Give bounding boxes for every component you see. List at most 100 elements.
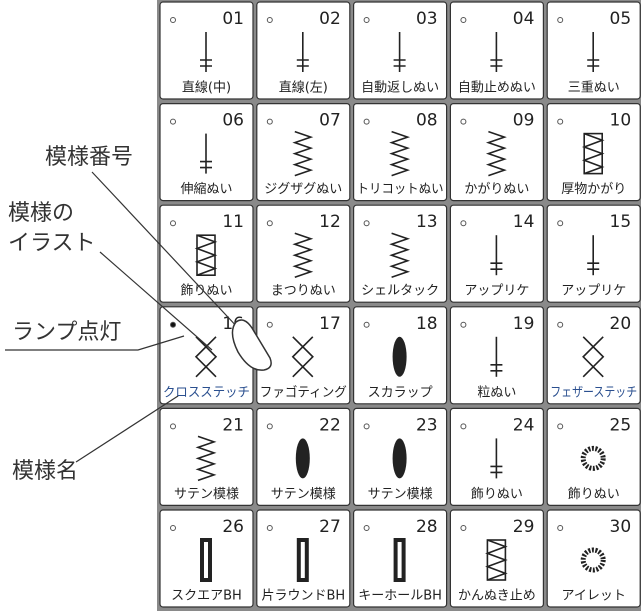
stitch-icon: [292, 130, 314, 177]
pattern-name: かがりぬい: [464, 182, 529, 197]
lamp: [557, 423, 564, 430]
pattern-name: サテン模様: [174, 487, 239, 502]
pattern-name: ジグザグぬい: [264, 182, 342, 197]
lamp: [557, 321, 564, 328]
pattern-name: シェルタック: [361, 284, 439, 299]
stitch-icon: [200, 59, 212, 67]
lamp: [363, 321, 370, 328]
pattern-name: 飾りぬい: [568, 487, 620, 502]
stitch-cell: [546, 407, 641, 506]
stitch-icon: [397, 542, 402, 578]
lamp: [460, 220, 467, 227]
pattern-name: まつりぬい: [271, 284, 336, 299]
stitch-icon: [392, 438, 407, 479]
stitch-icon: [393, 59, 406, 67]
panel-background: [157, 0, 641, 611]
stitch-icon: [295, 438, 310, 479]
label-illustration: 模様の: [8, 201, 74, 226]
lamp: [170, 220, 176, 227]
stitch-icon: [581, 132, 605, 175]
pattern-number: 27: [319, 517, 341, 537]
pattern-name: 飾りぬい: [471, 487, 523, 502]
pattern-name: 片ラウンドBH: [261, 589, 345, 604]
pattern-name: アイレット: [562, 589, 626, 604]
stitch-icon: [389, 130, 411, 177]
lamp: [557, 220, 564, 227]
stitch-icon: [587, 59, 600, 67]
pattern-number: 24: [513, 415, 535, 435]
stitch-cell: [353, 204, 448, 303]
pattern-number: 02: [319, 9, 341, 29]
stitch-icon: [490, 364, 503, 372]
lamp: [363, 220, 370, 227]
pattern-number: 18: [416, 314, 438, 334]
lamp: [363, 423, 370, 430]
lamp: [170, 321, 176, 328]
lamp: [363, 118, 370, 125]
pattern-number: 08: [416, 111, 438, 131]
pattern-name: 直線(中): [182, 80, 231, 96]
stitch-cell: [449, 509, 544, 608]
lamp: [460, 17, 467, 23]
pattern-number: 04: [513, 9, 535, 29]
stitch-icon: [490, 59, 503, 67]
stitch-icon: [490, 262, 503, 270]
stitch-cell: [159, 204, 254, 303]
stitch-icon: [587, 262, 600, 270]
finger-icon: [231, 319, 272, 371]
label-lamp: ランプ点灯: [12, 320, 121, 345]
label-illustration: イラスト: [8, 231, 96, 256]
lamp: [266, 17, 273, 23]
pattern-name: スカラップ: [368, 385, 433, 400]
pattern-number: 03: [416, 9, 438, 29]
pattern-number: 14: [513, 212, 535, 232]
pattern-number: 11: [222, 212, 244, 232]
stitch-icon: [490, 465, 503, 474]
pattern-number: 15: [610, 212, 632, 232]
stitch-icon: [195, 435, 217, 482]
pattern-number: 20: [610, 314, 632, 334]
lamp: [266, 118, 273, 125]
stitch-icon: [291, 336, 314, 378]
pattern-number: 28: [416, 517, 438, 537]
pattern-number: 10: [610, 111, 632, 131]
pattern-number: 21: [222, 415, 244, 435]
stitch-cell: [449, 102, 544, 202]
lamp: [557, 118, 564, 125]
lamp: [170, 423, 176, 430]
pattern-number: 23: [416, 415, 438, 435]
lamp: [170, 17, 176, 23]
stitch-cell: [546, 306, 641, 405]
pattern-name: 飾りぬい: [180, 284, 232, 299]
pattern-number: 13: [416, 212, 438, 232]
pattern-name: サテン模様: [271, 487, 336, 502]
pattern-name: 自動返しぬい: [361, 81, 439, 96]
stitch-cell: [546, 102, 641, 202]
callout-line: [99, 251, 213, 351]
pattern-name: ファゴティング: [260, 384, 347, 400]
stitch-icon: [582, 336, 605, 378]
stitch-icon: [300, 542, 305, 578]
lamp: [170, 525, 176, 531]
lamp: [266, 423, 273, 430]
stitch-cell: [256, 102, 351, 202]
pattern-number: 01: [222, 9, 244, 29]
lamp: [557, 17, 564, 23]
pattern-number: 30: [610, 517, 632, 537]
pattern-number: 26: [222, 517, 244, 537]
pattern-name: フェザーステッチ: [550, 385, 637, 400]
pattern-number: 06: [222, 111, 244, 131]
lamp: [266, 220, 273, 227]
stitch-cell: [546, 509, 641, 608]
pattern-number: 05: [610, 9, 632, 29]
pattern-name: キーホールBH: [358, 589, 442, 604]
stitch-icon: [485, 130, 507, 177]
lamp: [460, 423, 467, 430]
pattern-number: 29: [513, 517, 535, 537]
pattern-name: 伸縮ぬい: [180, 181, 232, 197]
stitch-icon: [389, 232, 411, 278]
stitch-icon: [194, 336, 218, 378]
pattern-name: 自動止めぬい: [458, 81, 536, 96]
callout-line: [91, 171, 241, 331]
label-pattern-name: 模様名: [12, 459, 78, 484]
